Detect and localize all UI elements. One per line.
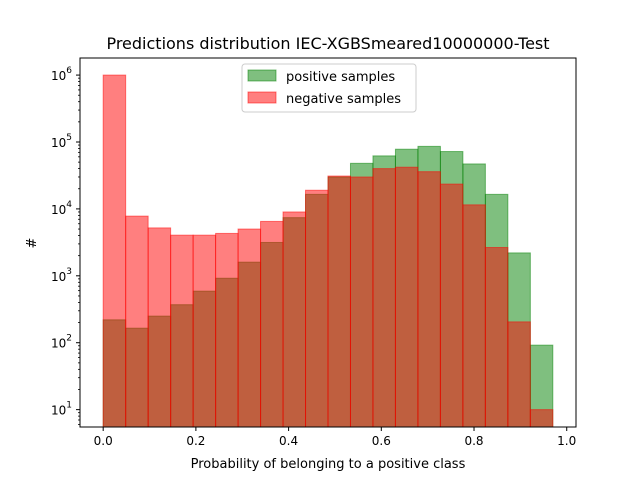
y-tick-label: 103 [51, 267, 72, 284]
legend-frame [241, 63, 417, 113]
legend-swatch [247, 91, 277, 104]
x-tick-label: 0.6 [372, 434, 391, 448]
y-tick-label: 102 [51, 334, 72, 351]
histogram-bar [282, 211, 307, 428]
histogram-bar [529, 409, 554, 428]
histogram-bar [327, 175, 351, 428]
x-tick-label: 0.2 [186, 434, 205, 448]
histogram-bar [125, 215, 149, 428]
y-tick-label: 101 [51, 401, 72, 418]
y-axis-ticks: 101 102 103 104 105 106 [51, 66, 80, 425]
histogram-bar [215, 232, 239, 428]
histogram-bar [394, 166, 419, 428]
histogram-bar [305, 189, 329, 428]
histogram-bar [349, 176, 374, 428]
histogram-bar [372, 168, 396, 428]
histogram-bar [147, 227, 172, 428]
series-negative [102, 74, 554, 428]
legend-label: positive samples [286, 70, 395, 85]
histogram-bar [484, 246, 509, 428]
histogram-bar [102, 74, 127, 428]
histogram-bar [462, 204, 486, 428]
x-tick-label: 0.4 [279, 434, 298, 448]
histogram-bar [170, 234, 194, 428]
chart-title: Predictions distribution IEC-XGBSmeared1… [106, 34, 549, 53]
histogram-bar [237, 228, 262, 428]
x-axis-ticks: 0.0 0.2 0.4 0.6 0.8 1.0 [94, 427, 576, 448]
y-tick-label: 104 [51, 200, 72, 217]
axes-frame [79, 57, 577, 428]
legend-swatch [247, 69, 277, 82]
histogram-bar [439, 183, 464, 428]
x-tick-label: 1.0 [557, 434, 576, 448]
y-axis-label: # [25, 238, 40, 249]
histogram-bar [192, 234, 217, 428]
y-tick-label: 105 [51, 133, 72, 150]
bars-layer [102, 74, 554, 428]
y-tick-label: 106 [51, 66, 72, 83]
histogram-bar [260, 220, 284, 428]
histogram-bar [417, 171, 441, 428]
x-tick-label: 0.0 [94, 434, 113, 448]
legend-label: negative samples [286, 92, 401, 107]
legend: positive samples negative samples [241, 63, 417, 113]
x-tick-label: 0.8 [464, 434, 483, 448]
histogram-bar [507, 321, 531, 428]
x-axis-label: Probability of belonging to a positive c… [191, 457, 466, 472]
